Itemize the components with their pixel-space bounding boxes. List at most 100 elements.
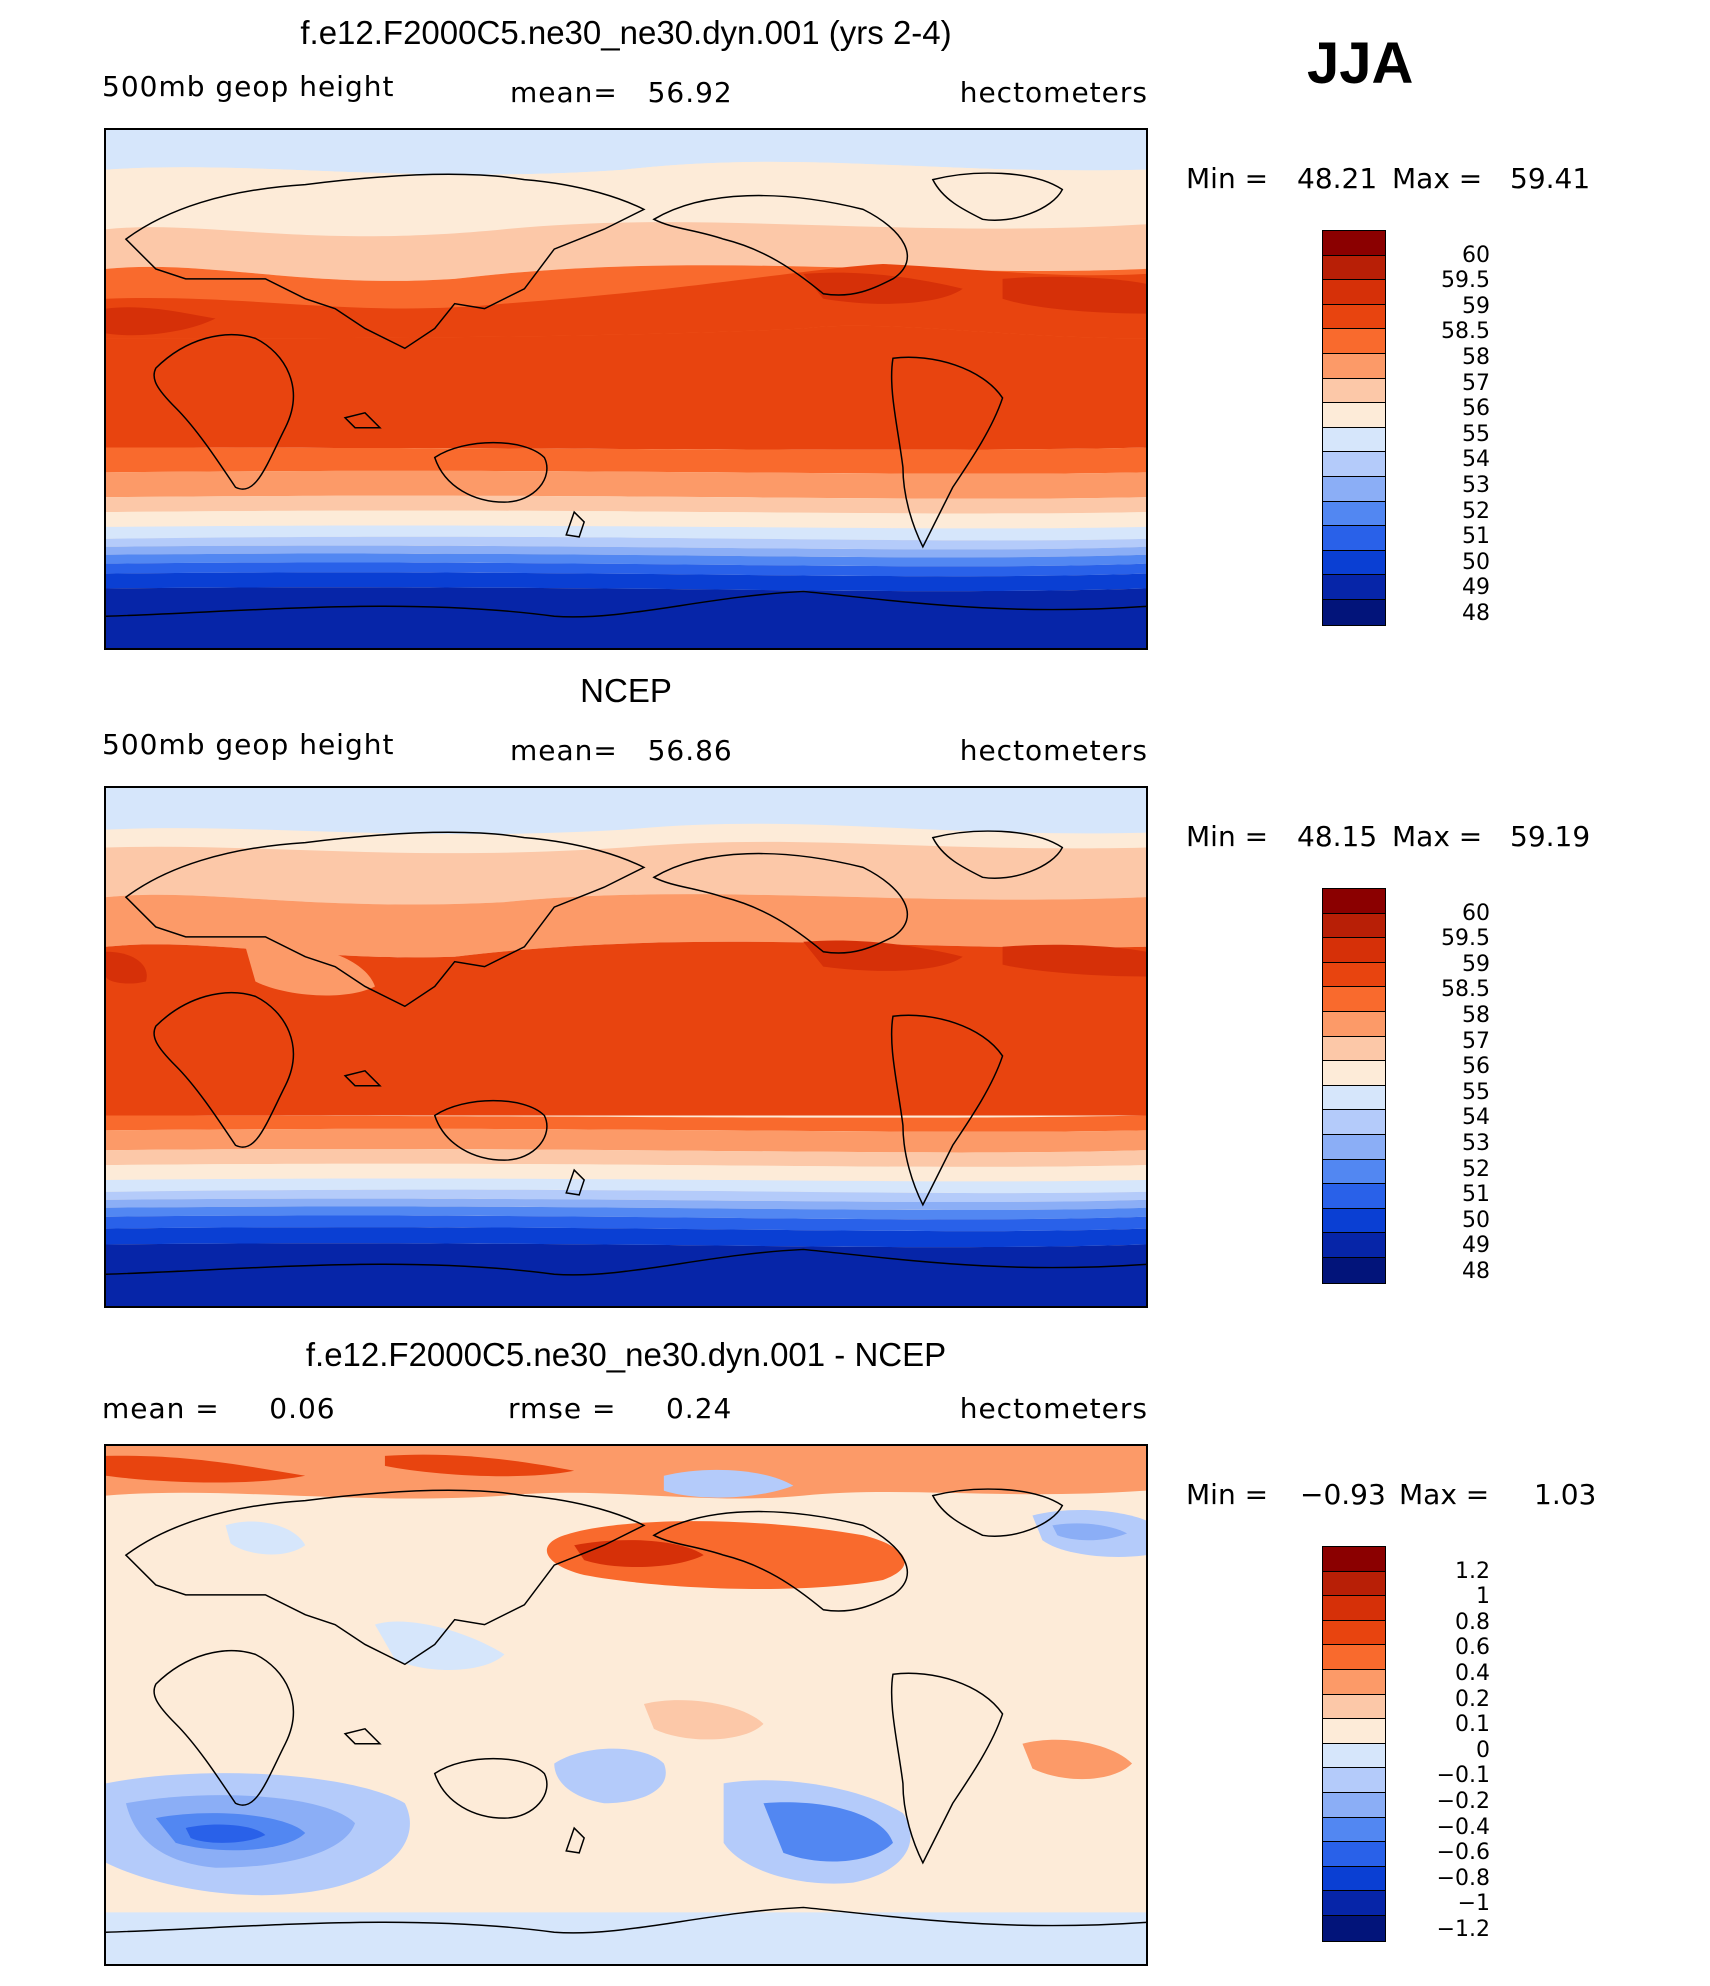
colorbar-label: 54 bbox=[1462, 447, 1490, 473]
colorbar-swatch bbox=[1323, 1011, 1385, 1037]
contour-tropics bbox=[106, 325, 1146, 450]
contour-low-arctic bbox=[663, 1469, 794, 1498]
colorbar-swatch bbox=[1323, 1547, 1385, 1572]
colorbar-swatch bbox=[1323, 1817, 1385, 1843]
colorbar-label: 55 bbox=[1462, 1079, 1490, 1105]
panel1-map bbox=[104, 128, 1148, 650]
colorbar-label: 51 bbox=[1462, 524, 1490, 550]
panel3-units: hectometers bbox=[959, 1392, 1148, 1425]
colorbar-swatch bbox=[1323, 1768, 1385, 1793]
contour-antarctic bbox=[106, 587, 1146, 648]
contour-npacific-high bbox=[574, 1540, 704, 1568]
panel1-title: f.e12.F2000C5.ne30_ne30.dyn.001 (yrs 2-4… bbox=[300, 14, 952, 51]
colorbar-swatch bbox=[1323, 304, 1385, 330]
contour-high-africa bbox=[106, 951, 147, 984]
contour-s7 bbox=[106, 1206, 1146, 1220]
colorbar-swatch bbox=[1323, 1719, 1385, 1744]
panel2-units: hectometers bbox=[959, 734, 1148, 767]
colorbar-swatch bbox=[1323, 1061, 1385, 1086]
contour-high-africa bbox=[106, 307, 216, 336]
colorbar-label: 59 bbox=[1462, 951, 1490, 977]
contour-s3 bbox=[106, 510, 1146, 529]
panel2-title: NCEP bbox=[580, 672, 672, 709]
colorbar-label: −0.2 bbox=[1436, 1789, 1490, 1814]
colorbar-swatch bbox=[1323, 378, 1385, 404]
panel2-mean: mean= 56.86 bbox=[510, 734, 733, 767]
contour-s5 bbox=[106, 1189, 1146, 1203]
panel3-mean: mean = 0.06 bbox=[102, 1392, 336, 1425]
colorbar-swatch bbox=[1323, 1842, 1385, 1867]
colorbar-label: 48 bbox=[1462, 1259, 1490, 1284]
colorbar-label: 52 bbox=[1462, 1156, 1490, 1182]
colorbar-label: 0.6 bbox=[1455, 1635, 1490, 1661]
colorbar-swatch bbox=[1323, 1110, 1385, 1135]
panel1-units: hectometers bbox=[959, 76, 1148, 109]
colorbar-swatch bbox=[1323, 1208, 1385, 1234]
colorbar-label: 60 bbox=[1462, 900, 1490, 926]
colorbar-swatch bbox=[1323, 403, 1385, 428]
colorbar-label: 52 bbox=[1462, 498, 1490, 524]
contour-high-america bbox=[803, 940, 963, 971]
panel2-variable: 500mb geop height bbox=[102, 728, 395, 761]
colorbar-label: 58 bbox=[1462, 1003, 1490, 1028]
colorbar-label: 49 bbox=[1462, 575, 1490, 601]
contour-s2 bbox=[106, 1148, 1146, 1167]
contour-spacific-high bbox=[643, 1700, 764, 1740]
colorbar-label: 1.2 bbox=[1455, 1558, 1490, 1584]
contour-band-2 bbox=[106, 894, 1146, 958]
colorbar-label: 58.5 bbox=[1441, 319, 1490, 345]
colorbar-swatch bbox=[1323, 1184, 1385, 1209]
panel2-min-value: 48.15 bbox=[1297, 820, 1378, 853]
panel3-title: f.e12.F2000C5.ne30_ne30.dyn.001 - NCEP bbox=[305, 1336, 947, 1373]
colorbar-label: 58 bbox=[1462, 345, 1490, 370]
panel1-min-value: 48.21 bbox=[1297, 162, 1378, 195]
colorbar-swatch bbox=[1323, 1645, 1385, 1670]
panel3-colorbar bbox=[1322, 1546, 1386, 1942]
panel3-map bbox=[104, 1444, 1148, 1966]
colorbar-label: 53 bbox=[1462, 473, 1490, 498]
colorbar-label: 51 bbox=[1462, 1182, 1490, 1208]
colorbar-swatch bbox=[1323, 1620, 1385, 1646]
colorbar-label: 0.4 bbox=[1455, 1661, 1490, 1686]
colorbar-label: 1 bbox=[1476, 1584, 1490, 1610]
colorbar-label: −0.1 bbox=[1436, 1763, 1490, 1789]
contour-s8 bbox=[106, 1215, 1146, 1232]
colorbar-swatch bbox=[1323, 1233, 1385, 1258]
colorbar-swatch bbox=[1323, 987, 1385, 1012]
colorbar-swatch bbox=[1323, 1669, 1385, 1695]
panel3-min-label: Min = bbox=[1186, 1478, 1269, 1511]
panel1-variable: 500mb geop height bbox=[102, 70, 395, 103]
colorbar-label: 0.8 bbox=[1455, 1609, 1490, 1635]
contour-high-atlantic bbox=[1002, 276, 1146, 314]
colorbar-swatch bbox=[1323, 962, 1385, 988]
contour-sindian-min bbox=[185, 1824, 266, 1843]
colorbar-swatch bbox=[1323, 427, 1385, 453]
contour-satl-high bbox=[1022, 1739, 1133, 1780]
panel1-min-label: Min = bbox=[1186, 162, 1269, 195]
colorbar-swatch bbox=[1323, 913, 1385, 939]
panel1-max-value: 59.41 bbox=[1510, 162, 1591, 195]
colorbar-label: 56 bbox=[1462, 396, 1490, 422]
colorbar-swatch bbox=[1323, 1036, 1385, 1062]
colorbar-label: 54 bbox=[1462, 1105, 1490, 1131]
contour-antarctic bbox=[106, 1243, 1146, 1306]
colorbar-swatch bbox=[1323, 1134, 1385, 1160]
contour-spacific-low bbox=[554, 1748, 666, 1804]
contour-natlantic-low-core bbox=[1052, 1523, 1128, 1541]
colorbar-label: 0 bbox=[1476, 1737, 1490, 1763]
colorbar-label: 55 bbox=[1462, 421, 1490, 447]
colorbar-swatch bbox=[1323, 1792, 1385, 1818]
colorbar-label: 59.5 bbox=[1441, 926, 1490, 952]
colorbar-swatch bbox=[1323, 1159, 1385, 1185]
contour-europe-low bbox=[225, 1521, 306, 1555]
colorbar-label: −0.6 bbox=[1436, 1840, 1490, 1866]
panel1-max-label: Max = bbox=[1392, 162, 1483, 195]
colorbar-swatch bbox=[1323, 353, 1385, 379]
colorbar-swatch bbox=[1323, 255, 1385, 281]
colorbar-label: −1 bbox=[1457, 1891, 1490, 1917]
contour-s1 bbox=[106, 1128, 1146, 1153]
colorbar-label: 60 bbox=[1462, 242, 1490, 268]
colorbar-swatch bbox=[1323, 1915, 1385, 1941]
contour-s2 bbox=[106, 495, 1146, 514]
contour-south-subtropics bbox=[106, 1115, 1146, 1132]
